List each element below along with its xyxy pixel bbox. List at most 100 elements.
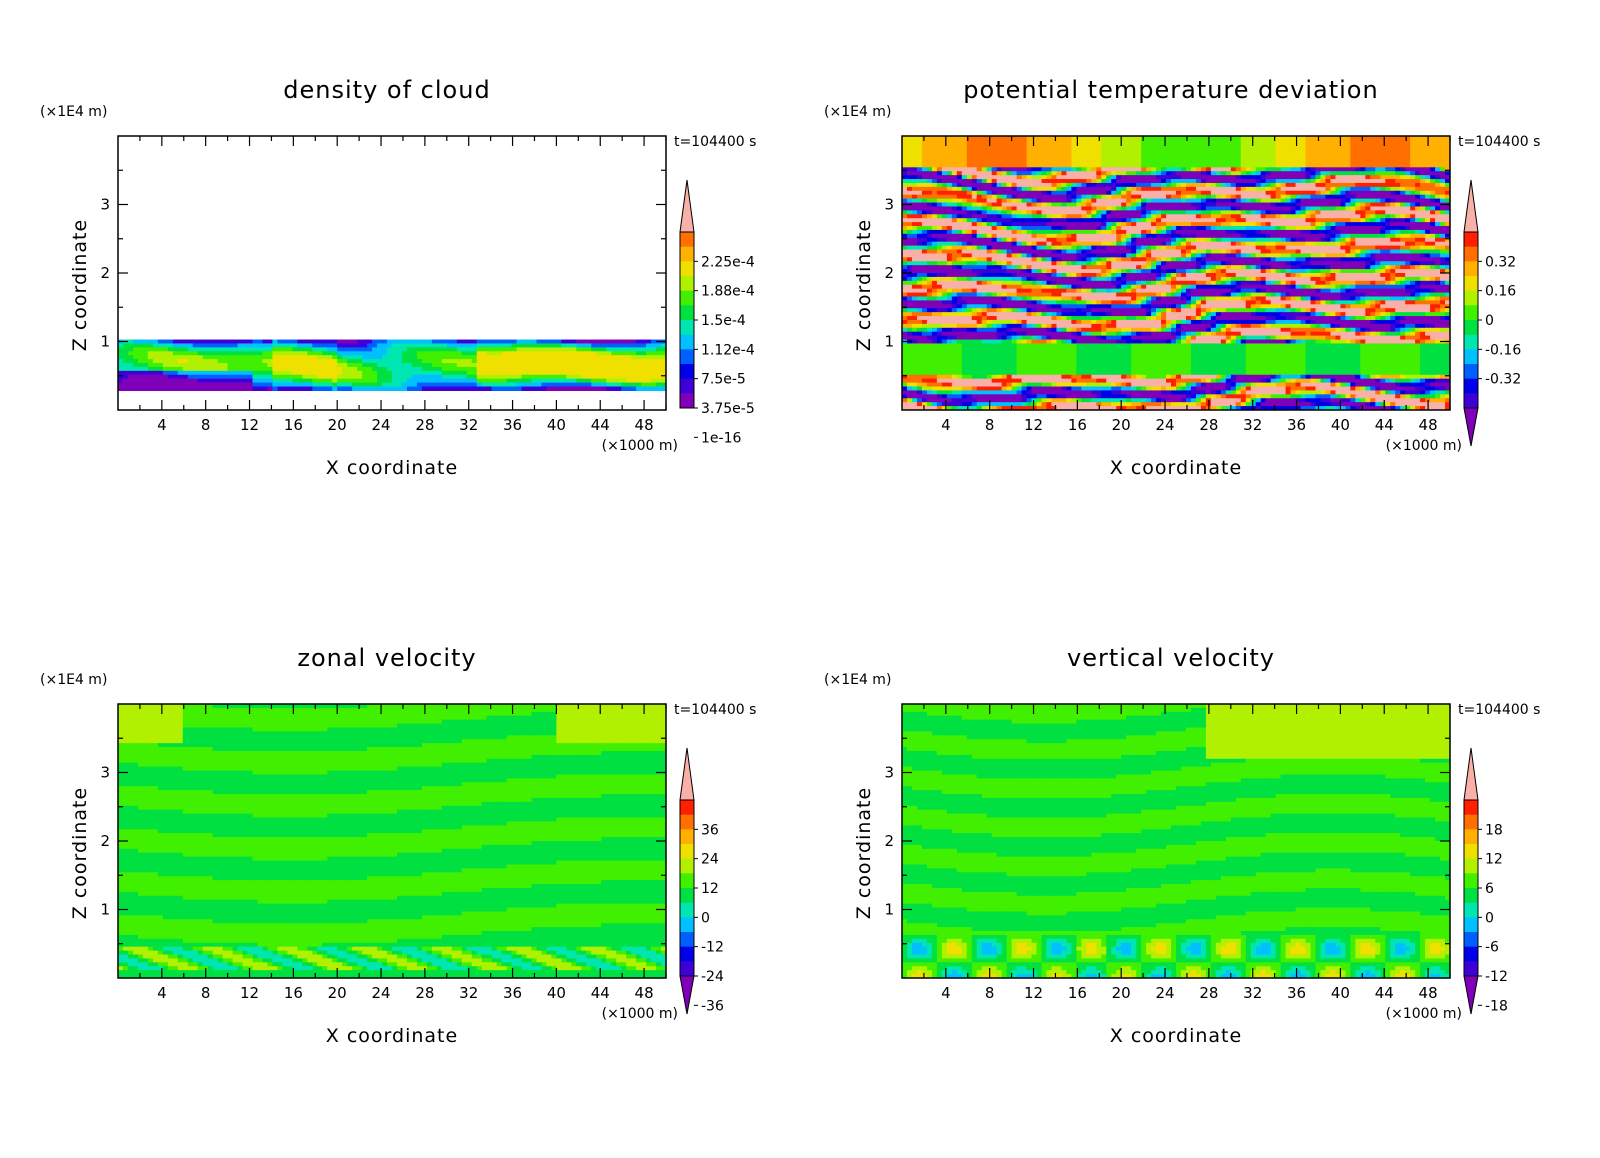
heatmap-cell [1240, 233, 1247, 239]
heatmap-cell [1051, 175, 1058, 180]
heatmap-cell [1036, 190, 1043, 196]
heatmap-cell [1445, 233, 1450, 239]
heatmap-cell [1315, 222, 1322, 227]
heatmap-cell [1260, 206, 1267, 211]
heatmap-cell [1016, 202, 1023, 208]
heatmap-cell [1131, 226, 1137, 231]
heatmap-cell [931, 222, 938, 227]
heatmap-cell [1310, 222, 1317, 227]
heatmap-cell [1021, 237, 1028, 243]
heatmap-cell [1325, 202, 1332, 208]
heatmap-cell [941, 147, 948, 153]
heatmap-cell [1041, 198, 1048, 204]
heatmap-cell [1210, 226, 1217, 231]
heatmap-cell [446, 366, 453, 372]
heatmap-cell [1435, 233, 1441, 239]
heatmap-cell [1340, 175, 1346, 180]
heatmap-cell [1036, 186, 1043, 192]
heatmap-cell [387, 382, 393, 388]
heatmap-cell [626, 359, 632, 364]
heatmap-cell [317, 339, 323, 345]
heatmap-cell [1435, 226, 1441, 231]
heatmap-cell [1240, 222, 1247, 227]
heatmap-cell [526, 347, 533, 352]
heatmap-cell [1300, 233, 1307, 239]
heatmap-cell [1300, 210, 1307, 215]
heatmap-cell [362, 366, 368, 372]
heatmap-cell [1255, 229, 1262, 235]
heatmap-cell [601, 363, 607, 368]
heatmap-cell [1156, 147, 1162, 153]
colorbar-segment [680, 378, 694, 394]
heatmap-cell [1111, 210, 1117, 215]
heatmap-cell [1081, 175, 1087, 180]
heatmap-cell [981, 167, 988, 172]
heatmap-cell [192, 378, 199, 384]
heatmap-cell [1340, 159, 1346, 164]
heatmap-cell [541, 339, 548, 345]
heatmap-cell [526, 386, 533, 392]
heatmap-cell [1076, 210, 1082, 215]
heatmap-cell [611, 378, 617, 384]
heatmap-cell [1365, 136, 1371, 141]
heatmap-cell [1370, 147, 1376, 153]
heatmap-cell [1365, 218, 1371, 223]
heatmap-cell [401, 359, 408, 364]
heatmap-cell [401, 366, 408, 372]
heatmap-cell [132, 355, 139, 360]
heatmap-cell [551, 374, 557, 380]
heatmap-cell [1151, 190, 1157, 196]
heatmap-cell [1041, 218, 1048, 223]
heatmap-cell [392, 351, 398, 356]
heatmap-cell [1420, 202, 1426, 208]
heatmap-cell [1230, 159, 1237, 164]
heatmap-cell [1255, 202, 1262, 208]
heatmap-cell [1445, 163, 1450, 168]
heatmap-cell [1225, 139, 1232, 145]
heatmap-cell [292, 363, 298, 368]
heatmap-cell [1350, 139, 1356, 145]
heatmap-cell [1061, 202, 1067, 208]
heatmap-cell [177, 355, 184, 360]
heatmap-cell [1091, 202, 1097, 208]
heatmap-cell [1200, 226, 1207, 231]
heatmap-cell [1185, 194, 1192, 200]
heatmap-cell [966, 147, 973, 153]
heatmap-cell [946, 190, 953, 196]
heatmap-cell [1021, 143, 1028, 149]
heatmap-cell [1240, 249, 1247, 255]
heatmap-cell [981, 198, 988, 204]
heatmap-cell [1006, 151, 1013, 157]
heatmap-cell [902, 175, 908, 180]
heatmap-cell [1315, 206, 1322, 211]
heatmap-cell [1076, 229, 1082, 235]
heatmap-cell [1066, 198, 1072, 204]
heatmap-cell [1026, 257, 1033, 262]
heatmap-cell [951, 249, 958, 255]
heatmap-cell [1081, 222, 1087, 227]
heatmap-cell [591, 343, 597, 348]
heatmap-cell [1310, 194, 1317, 200]
heatmap-cell [902, 218, 908, 223]
heatmap-cell [337, 359, 343, 364]
heatmap-cell [971, 202, 978, 208]
heatmap-cell [1440, 159, 1446, 164]
heatmap-cell [911, 167, 918, 172]
heatmap-cell [476, 359, 483, 364]
heatmap-cell [1071, 198, 1077, 204]
heatmap-cell [1365, 155, 1371, 161]
heatmap-cell [1320, 202, 1327, 208]
heatmap-cell [1190, 143, 1197, 149]
heatmap-cell [1171, 147, 1177, 153]
heatmap-cell [1255, 143, 1262, 149]
heatmap-cell [1235, 241, 1242, 247]
heatmap-cell [981, 151, 988, 157]
heatmap-cell [1041, 194, 1048, 200]
heatmap-cell [961, 222, 968, 227]
heatmap-cell [1096, 229, 1102, 235]
heatmap-cell [162, 374, 169, 380]
heatmap-cell [1166, 245, 1172, 251]
heatmap-cell [1180, 198, 1187, 204]
heatmap-cell [421, 355, 428, 360]
heatmap-cell [461, 374, 468, 380]
